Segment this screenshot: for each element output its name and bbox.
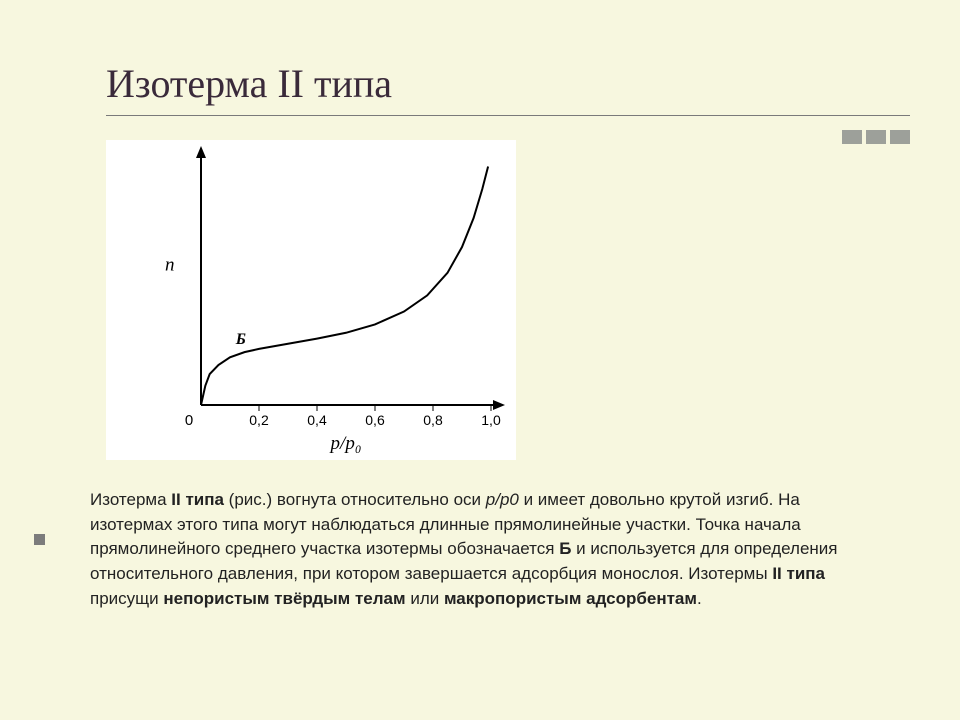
accent-block [842,130,862,144]
slide: Изотерма II типа 0,20,40,60,81,00np/p₀Б … [0,0,960,720]
svg-text:0,8: 0,8 [423,412,443,428]
txt: присущи [90,589,163,608]
accent-block [890,130,910,144]
svg-text:0: 0 [185,412,193,429]
svg-text:p/p₀: p/p₀ [329,433,362,454]
accent-blocks [842,130,910,144]
txt: или [406,589,444,608]
svg-text:Б: Б [235,331,246,348]
txt: (рис.) вогнута относительно оси [224,490,486,509]
txt-bold: макропористым адсорбентам [444,589,697,608]
title-rule [106,115,910,116]
isotherm-chart: 0,2 0,4 0,6 0,8 1,0 0 n p/p₀ Б [106,140,516,460]
txt: . [697,589,702,608]
svg-text:0,6: 0,6 [365,412,385,428]
svg-text:1,0: 1,0 [481,412,501,428]
svg-text:n: n [165,254,175,275]
chart-svg: 0,2 0,4 0,6 0,8 1,0 0 n p/p₀ Б [106,140,516,460]
txt-bold: II типа [772,564,825,583]
description: Изотерма II типа (рис.) вогнута относите… [90,488,870,611]
txt: Изотерма [90,490,171,509]
page-title: Изотерма II типа [106,60,392,107]
txt-italic: p/p0 [486,490,519,509]
txt-bold: Б [559,539,571,558]
txt-bold: непористым твёрдым телам [163,589,405,608]
svg-text:0,2: 0,2 [249,412,269,428]
svg-text:0,4: 0,4 [307,412,327,428]
title-row: Изотерма II типа [106,60,910,107]
txt-bold: II типа [171,490,224,509]
bullet-icon [34,534,45,545]
accent-block [866,130,886,144]
